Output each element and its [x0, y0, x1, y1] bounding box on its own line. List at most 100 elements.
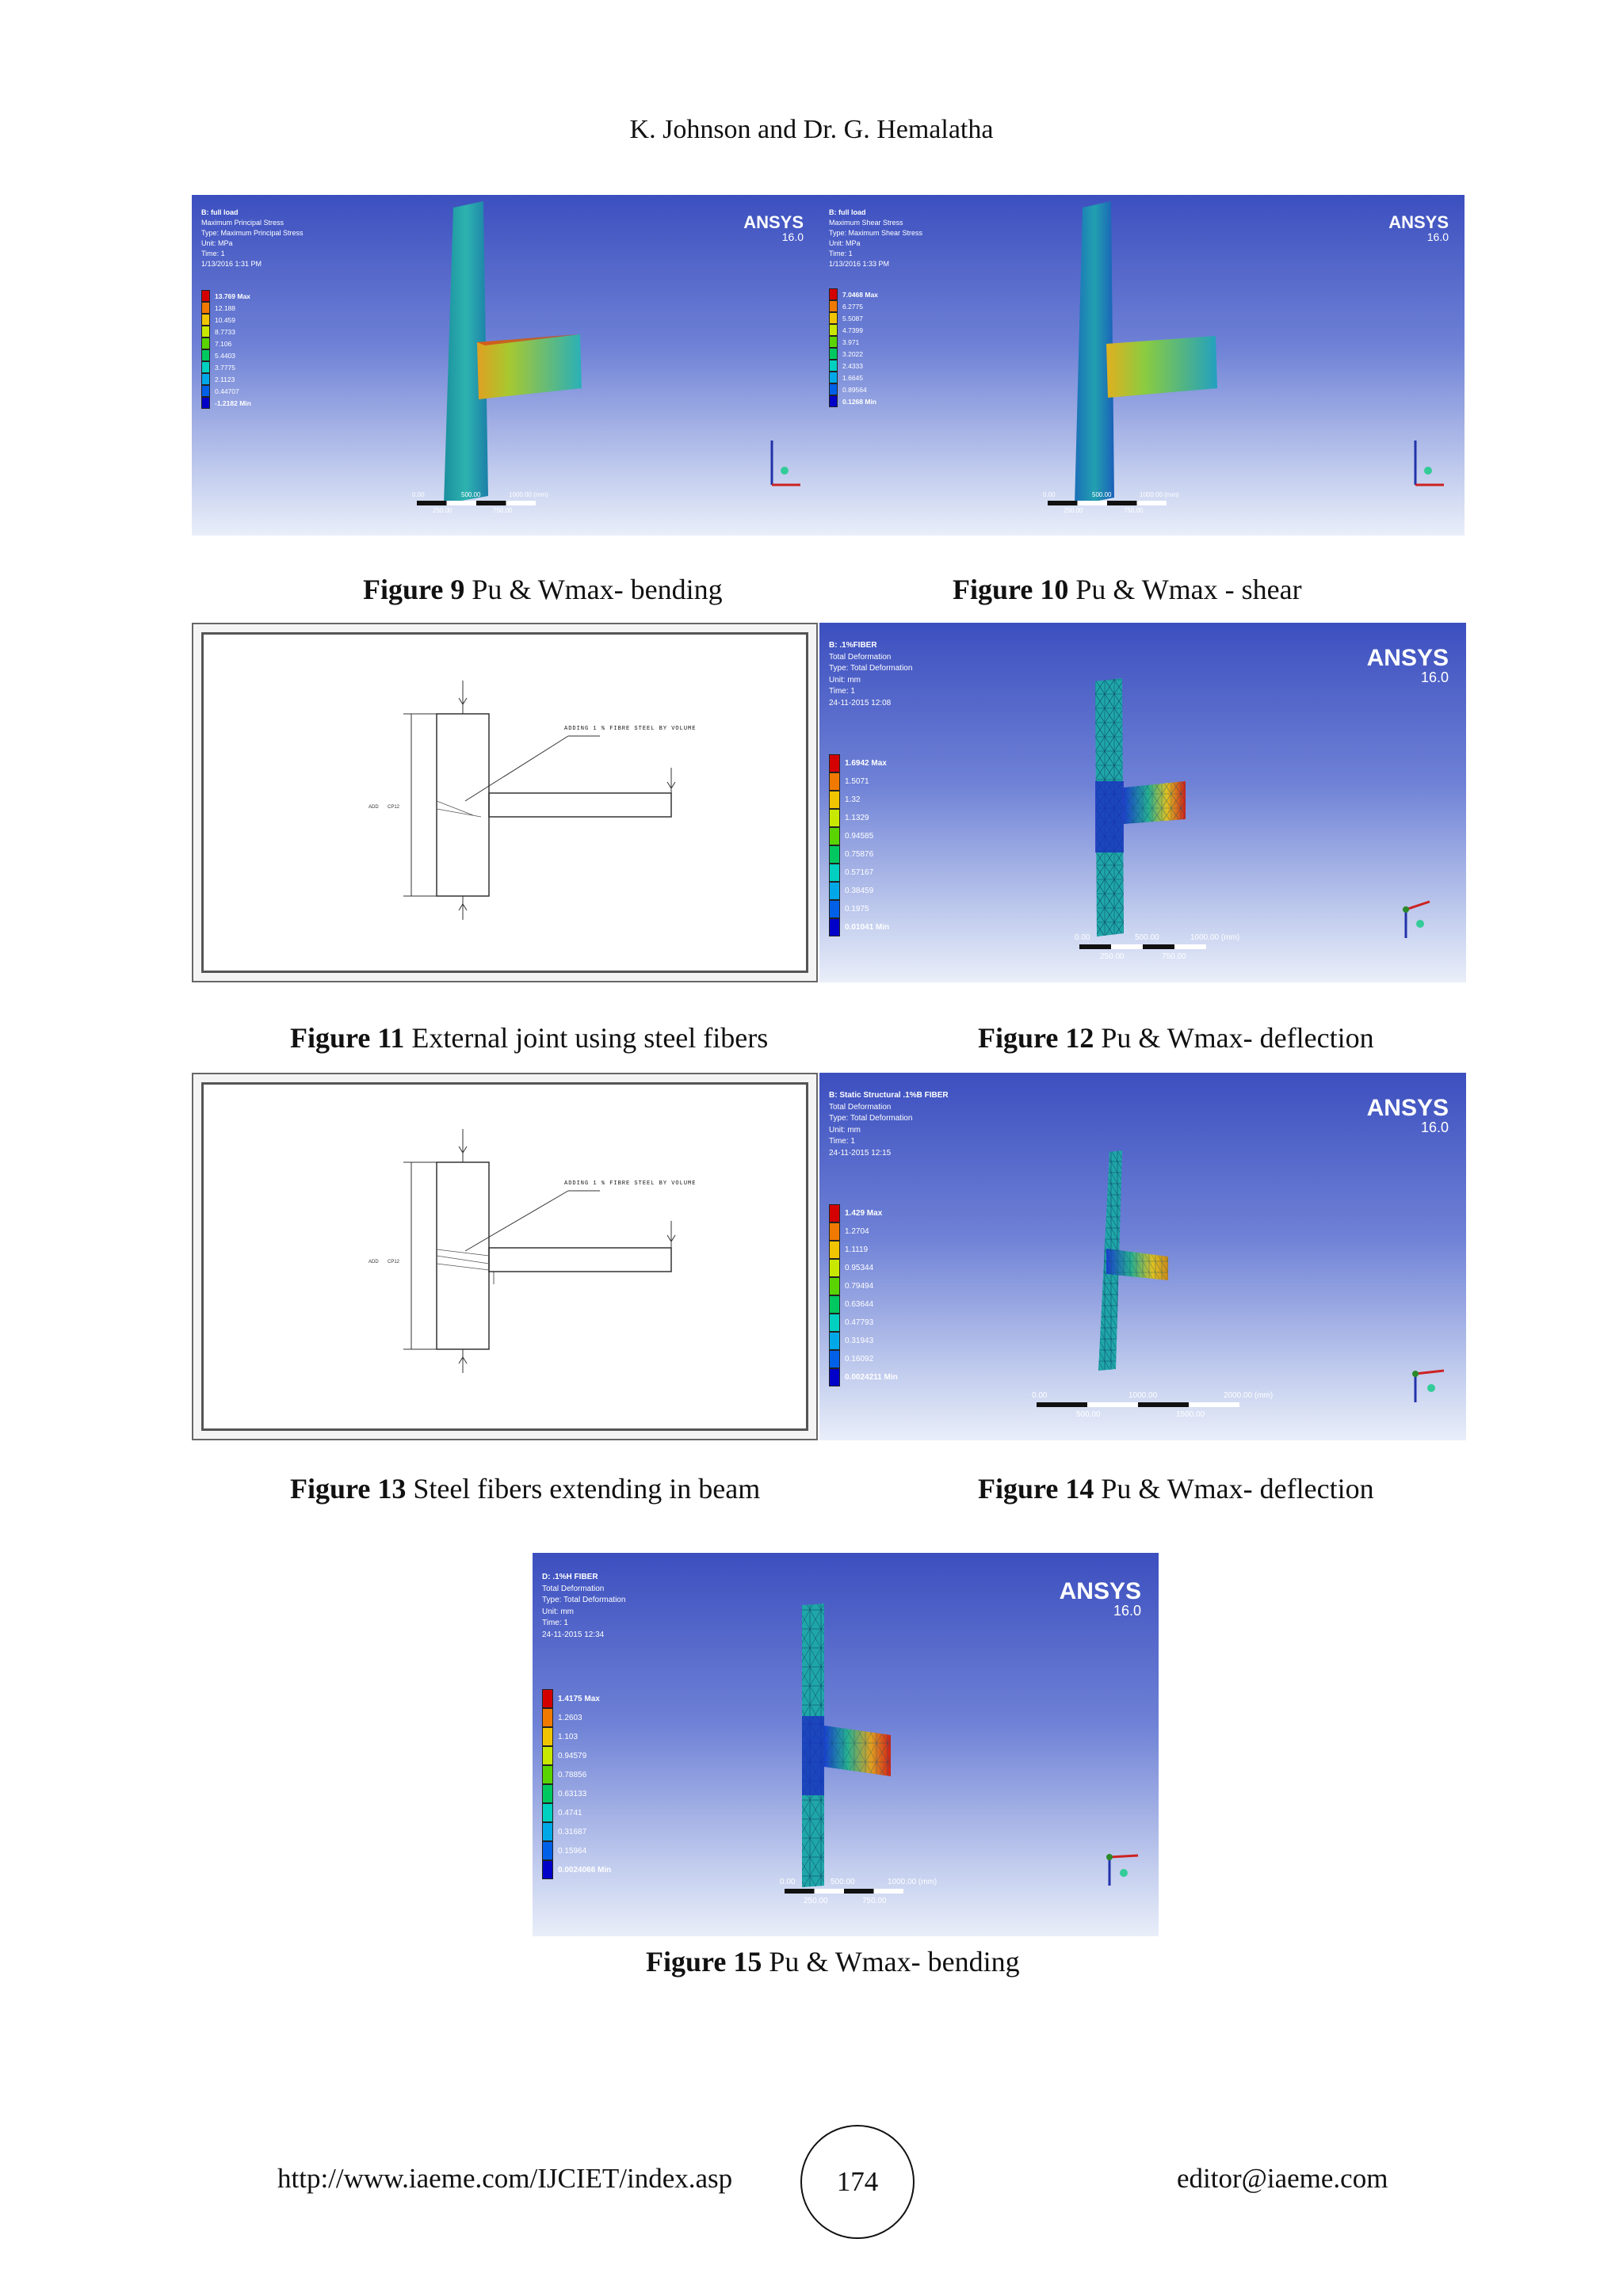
- info-title: B: .1%FIBER: [829, 641, 877, 650]
- legend-label: 1.2704: [845, 1227, 869, 1236]
- legend-label: 8.7733: [215, 327, 235, 336]
- result-info: D: .1%H FIBER Total Deformation Type: To…: [542, 1572, 625, 1641]
- scale-bar: 0.00 500.00 1000.00 (mm) 250.00 750.00: [1075, 933, 1240, 961]
- figure-11-caption: Figure 11 External joint using steel fib…: [290, 1022, 769, 1054]
- svg-text:ADD: ADD: [369, 1260, 379, 1264]
- cad-note: ADDING 1 % FIBRE STEEL BY VOLUME: [564, 726, 697, 732]
- info-line: Total Deformation: [829, 1102, 892, 1112]
- info-line: 24-11-2015 12:34: [542, 1630, 605, 1639]
- legend-label: 0.4741: [558, 1808, 582, 1817]
- svg-text:ADD: ADD: [369, 805, 379, 810]
- result-info: B: Static Structural .1%B FIBER Total De…: [829, 1090, 949, 1159]
- legend-label: 0.95344: [845, 1264, 874, 1272]
- legend-label: 3.2022: [842, 349, 863, 358]
- legend-label: 0.44707: [215, 387, 239, 395]
- legend-label: 0.78856: [558, 1770, 587, 1779]
- info-line: Type: Total Deformation: [829, 1114, 913, 1123]
- legend-label: 10.459: [215, 315, 235, 324]
- legend-label: 0.16092: [845, 1355, 874, 1363]
- legend-label: 2.1123: [215, 375, 235, 383]
- legend-label: 1.6645: [842, 373, 863, 382]
- info-title: B: Static Structural .1%B FIBER: [829, 1091, 949, 1100]
- ansys-logo: ANSYS 16.0: [1366, 1095, 1449, 1135]
- figure-15-image: D: .1%H FIBER Total Deformation Type: To…: [533, 1553, 1159, 1936]
- color-legend: 7.0468 Max 6.2775 5.5087 4.7399 3.971 3.…: [829, 288, 878, 407]
- legend-label: 6.2775: [842, 302, 863, 311]
- info-line: Maximum Principal Stress: [201, 219, 285, 227]
- footer-url-link[interactable]: http://www.iaeme.com/IJCIET/index.asp: [277, 2163, 733, 2194]
- legend-label: 0.38459: [845, 887, 874, 895]
- legend-min-label: 0.1268 Min: [842, 397, 876, 406]
- legend-label: 1.103: [558, 1732, 579, 1741]
- svg-text:CP12: CP12: [388, 805, 400, 810]
- ansys-logo: ANSYS 16.0: [1059, 1578, 1141, 1619]
- color-legend: 1.429 Max 1.2704 1.1119 0.95344 0.79494 …: [829, 1204, 898, 1386]
- cad-note: ADDING 1 % FIBRE STEEL BY VOLUME: [564, 1180, 697, 1187]
- info-line: Type: Total Deformation: [829, 664, 913, 673]
- scale-bar: 0.00 1000.00 2000.00 (mm) 500.00 1500.00: [1032, 1391, 1274, 1419]
- legend-min-label: -1.2182 Min: [215, 399, 251, 407]
- t-joint-deflection-render: [1095, 678, 1430, 938]
- ansys-logo: ANSYS 16.0: [743, 212, 804, 243]
- legend-label: 1.5071: [845, 777, 869, 786]
- result-info: B: .1%FIBER Total Deformation Type: Tota…: [829, 640, 912, 709]
- figure-9-caption: Figure 9 Pu & Wmax- bending: [363, 574, 723, 605]
- legend-label: 0.89564: [842, 385, 867, 394]
- legend-label: 0.79494: [845, 1282, 874, 1291]
- info-line: 24-11-2015 12:15: [829, 1148, 892, 1158]
- t-joint-shear-render: [1075, 201, 1444, 505]
- t-joint-bending-render: [802, 1604, 1139, 1887]
- figure-9-image: B: full load Maximum Principal Stress Ty…: [192, 195, 819, 536]
- legend-label: 5.4403: [215, 351, 235, 360]
- info-line: 24-11-2015 12:08: [829, 698, 892, 707]
- ansys-logo: ANSYS 16.0: [1388, 212, 1449, 243]
- legend-max-label: 7.0468 Max: [842, 290, 878, 299]
- figure-13-caption: Figure 13 Steel fibers extending in beam: [290, 1473, 761, 1505]
- legend-label: 0.15964: [558, 1846, 587, 1855]
- joint-cad-drawing: CP12 ADD: [369, 681, 676, 920]
- info-title: D: .1%H FIBER: [542, 1573, 598, 1581]
- legend-label: 3.971: [842, 338, 860, 346]
- t-joint-stress-render: [444, 201, 800, 504]
- legend-label: 0.57167: [845, 868, 874, 877]
- info-line: Type: Maximum Shear Stress: [829, 229, 923, 238]
- legend-max-label: 1.6942 Max: [845, 759, 887, 768]
- legend-min-label: 0.01041 Min: [845, 923, 890, 932]
- legend-label: 0.94579: [558, 1751, 587, 1760]
- info-line: Time: 1: [201, 250, 225, 258]
- info-line: Time: 1: [829, 687, 855, 696]
- info-title: B: full load: [201, 208, 239, 216]
- legend-label: 0.31687: [558, 1827, 587, 1836]
- legend-max-label: 13.769 Max: [215, 292, 250, 300]
- figure-11-image: CP12 ADD ADDING 1 % FIBRE STEEL BY VOLUM…: [192, 623, 818, 982]
- info-line: Maximum Shear Stress: [829, 219, 903, 227]
- legend-label: 1.32: [845, 795, 861, 804]
- legend-label: 1.1329: [845, 814, 869, 822]
- legend-label: 1.2603: [558, 1713, 582, 1722]
- figure-13-image: CP12 ADD ADDING 1 % FIBRE STEEL BY VOLUM…: [192, 1073, 818, 1440]
- info-line: Unit: mm: [829, 675, 861, 685]
- legend-label: 0.94585: [845, 832, 874, 841]
- color-legend: 1.6942 Max 1.5071 1.32 1.1329 0.94585 0.…: [829, 754, 889, 936]
- ansys-logo: ANSYS 16.0: [1366, 645, 1449, 685]
- svg-text:CP12: CP12: [388, 1260, 400, 1264]
- info-line: Total Deformation: [829, 652, 892, 662]
- info-title: B: full load: [829, 208, 866, 216]
- result-info: B: full load Maximum Shear Stress Type: …: [829, 208, 922, 269]
- legend-label: 3.7775: [215, 363, 235, 372]
- page-number-text: 174: [836, 2166, 879, 2197]
- joint-cad-drawing: CP12 ADD: [369, 1129, 676, 1373]
- info-line: Unit: MPa: [201, 239, 233, 248]
- footer-email-link[interactable]: editor@iaeme.com: [1177, 2163, 1388, 2194]
- legend-label: 0.31943: [845, 1337, 874, 1345]
- legend-label: 0.63644: [845, 1300, 874, 1309]
- page-number: 174: [800, 2125, 915, 2239]
- result-info: B: full load Maximum Principal Stress Ty…: [201, 208, 304, 269]
- figure-12-image: B: .1%FIBER Total Deformation Type: Tota…: [819, 623, 1466, 982]
- legend-label: 0.63133: [558, 1789, 587, 1798]
- figure-10-caption: Figure 10 Pu & Wmax - shear: [953, 574, 1302, 605]
- legend-label: 7.106: [215, 339, 232, 348]
- scale-bar: 0.00 500.00 1000.00 (mm) 250.00 750.00: [1043, 491, 1179, 514]
- info-line: 1/13/2016 1:33 PM: [829, 260, 890, 269]
- legend-label: 5.5087: [842, 314, 863, 322]
